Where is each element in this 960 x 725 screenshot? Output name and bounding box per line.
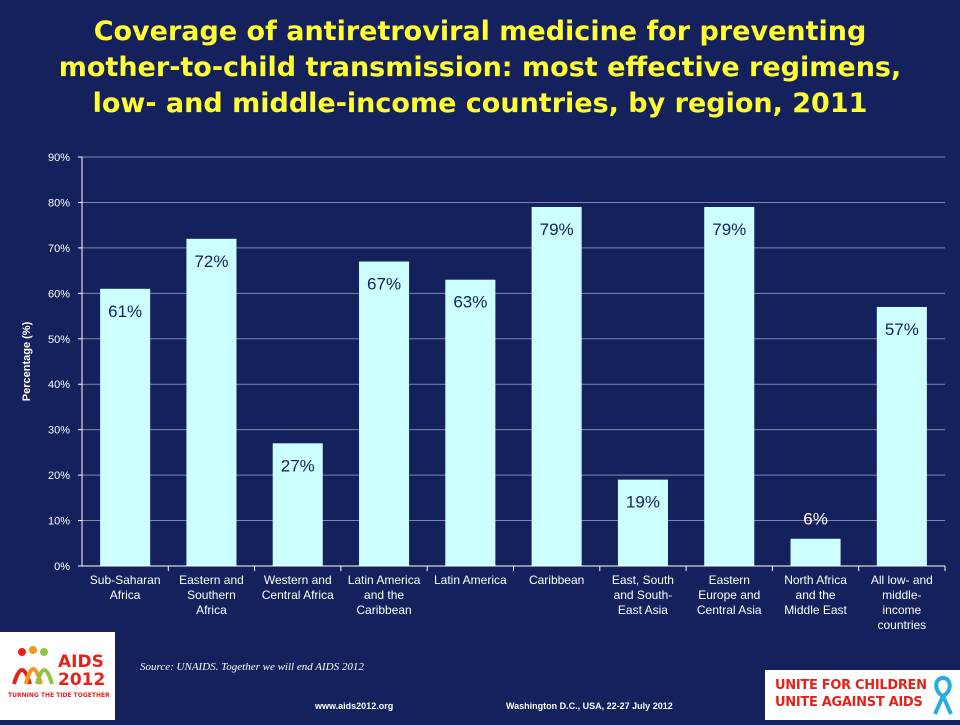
data-label: 72% — [194, 252, 228, 271]
x-tick-label: All low- and middle-income countries — [871, 573, 933, 632]
y-tick-label: 90% — [48, 152, 70, 164]
bar — [617, 479, 668, 566]
ribbon-people-icon — [12, 646, 54, 685]
y-tick-label: 30% — [48, 425, 70, 437]
y-tick-label: 80% — [48, 197, 70, 209]
data-label: 79% — [712, 220, 746, 239]
logo-line-2: UNITE AGAINST AIDS — [775, 695, 923, 710]
bar — [359, 261, 410, 566]
bar — [876, 306, 927, 566]
data-label: 27% — [281, 456, 315, 475]
data-label: 63% — [453, 293, 487, 312]
data-label: 19% — [626, 493, 660, 512]
bar — [272, 443, 323, 566]
footer-place: Washington D.C., USA, 22-27 July 2012 — [506, 701, 673, 711]
aids2012-logo: AIDS 2012 TURNING THE TIDE TOGETHER — [0, 632, 115, 720]
logo-tagline: TURNING THE TIDE TOGETHER — [8, 692, 110, 699]
y-axis-label: Percentage (%) — [21, 321, 33, 401]
chart-title: Coverage of antiretroviral medicine for … — [0, 14, 960, 122]
logo-line-1: UNITE FOR CHILDREN — [775, 678, 927, 693]
x-tick-label: Eastern and Southern Africa — [179, 573, 244, 617]
y-tick-label: 40% — [48, 379, 70, 391]
y-tick-label: 0% — [54, 561, 70, 573]
y-tick-label: 60% — [48, 288, 70, 300]
data-label: 61% — [108, 302, 142, 321]
x-tick-label: Latin America — [434, 573, 507, 587]
bar-chart: 0% 10% 20% 30% 40% 50% 60% 70% 80% 90% Sub-Sahara… — [21, 152, 946, 632]
source-note: Source: UNAIDS. Together we will end AID… — [140, 661, 364, 673]
x-tick-label: East, South and South-East Asia — [612, 573, 674, 617]
bar — [186, 238, 237, 567]
bar — [704, 206, 755, 566]
x-tick-label: Sub-Saharan Africa — [90, 573, 161, 602]
y-axis-ticks: 0% 10% 20% 30% 40% 50% 60% 70% 80% 90% — [48, 152, 82, 573]
data-label: 57% — [885, 320, 919, 339]
y-tick-label: 20% — [48, 470, 70, 482]
unite-for-children-logo: UNITE FOR CHILDREN UNITE AGAINST AIDS — [765, 670, 960, 720]
title-line: Coverage of antiretroviral medicine for … — [93, 16, 867, 47]
y-tick-label: 70% — [48, 243, 70, 255]
x-tick-label: Caribbean — [529, 573, 584, 587]
bar — [790, 538, 841, 566]
x-tick-label: Western and Central Africa — [262, 573, 334, 602]
logo-year-text: 2012 — [58, 670, 106, 690]
data-label: 67% — [367, 275, 401, 294]
bar — [531, 206, 582, 566]
bars — [100, 206, 927, 567]
footer-url[interactable]: www.aids2012.org — [315, 701, 394, 711]
bar — [445, 279, 496, 566]
data-labels: 61% 72% 27% 67% 63% 79% 19% 79% 6% 57% — [108, 220, 919, 529]
bar — [100, 288, 151, 566]
y-tick-label: 10% — [48, 516, 70, 528]
data-label: 79% — [540, 220, 574, 239]
x-tick-label: Latin America and the Caribbean — [348, 573, 421, 617]
x-tick-label: Eastern Europe and Central Asia — [697, 573, 762, 617]
ribbon-icon — [933, 675, 953, 715]
x-axis-categories: Sub-Saharan Africa Eastern and Southern Afri… — [90, 566, 946, 632]
x-tick-label: North Africa and the Middle East — [784, 573, 847, 617]
y-tick-label: 50% — [48, 334, 70, 346]
title-line: low- and middle-income countries, by reg… — [92, 88, 868, 119]
title-line: mother-to-child transmission: most effec… — [58, 52, 902, 83]
data-label: 6% — [803, 510, 828, 529]
logo-aids-text: AIDS — [58, 652, 104, 672]
